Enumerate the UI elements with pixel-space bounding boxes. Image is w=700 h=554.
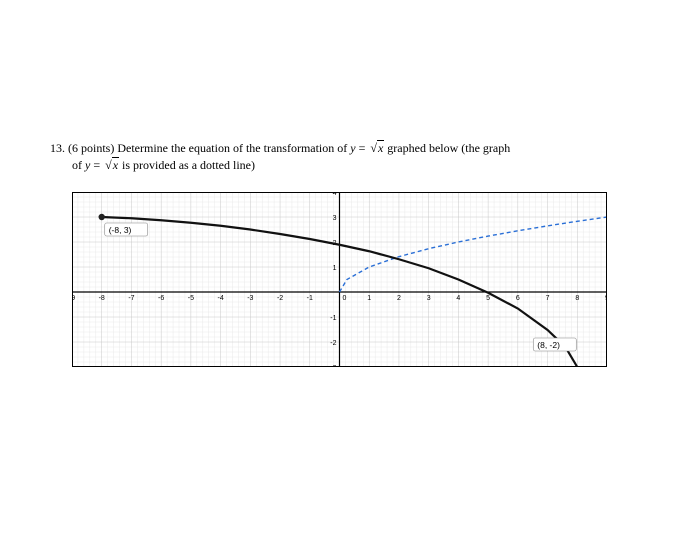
svg-text:-7: -7 [128,295,134,302]
svg-text:4: 4 [456,295,460,302]
svg-text:6: 6 [516,295,520,302]
svg-text:8: 8 [575,295,579,302]
problem-number: 13. [50,141,65,155]
problem-block: 13. (6 points) Determine the equation of… [50,140,630,367]
problem-text-1: Determine the equation of the transforma… [117,141,347,155]
sqrt-expr-1: √x [368,140,384,157]
document-page: 13. (6 points) Determine the equation of… [0,0,700,554]
problem-line2: of y = √x is provided as a dotted line) [50,157,630,174]
svg-text:7: 7 [546,295,550,302]
problem-statement: 13. (6 points) Determine the equation of… [50,140,630,174]
svg-text:-1: -1 [307,295,313,302]
svg-text:2: 2 [397,295,401,302]
problem-text-1b: graphed below (the graph [387,141,510,155]
svg-text:1: 1 [333,265,337,272]
svg-text:-2: -2 [277,295,283,302]
svg-text:1: 1 [367,295,371,302]
svg-text:3: 3 [427,295,431,302]
svg-text:-2: -2 [330,340,336,347]
chart-container: -9-8-7-6-5-4-3-2-101234567891234-1-2-3(-… [72,192,630,367]
sqrt-expr-2: √x [103,157,119,174]
svg-text:-4: -4 [217,295,223,302]
svg-text:-6: -6 [158,295,164,302]
svg-text:(-8, 3): (-8, 3) [109,225,132,235]
problem-points: (6 points) [68,141,114,155]
svg-text:5: 5 [486,295,490,302]
svg-text:-5: -5 [188,295,194,302]
svg-text:-8: -8 [99,295,105,302]
svg-text:(8, -2): (8, -2) [537,340,560,350]
eq1-lhs: y [350,141,355,155]
svg-text:-1: -1 [330,315,336,322]
transformation-chart: -9-8-7-6-5-4-3-2-101234567891234-1-2-3(-… [72,192,607,367]
svg-text:0: 0 [343,295,347,302]
svg-text:3: 3 [333,215,337,222]
svg-text:-3: -3 [247,295,253,302]
